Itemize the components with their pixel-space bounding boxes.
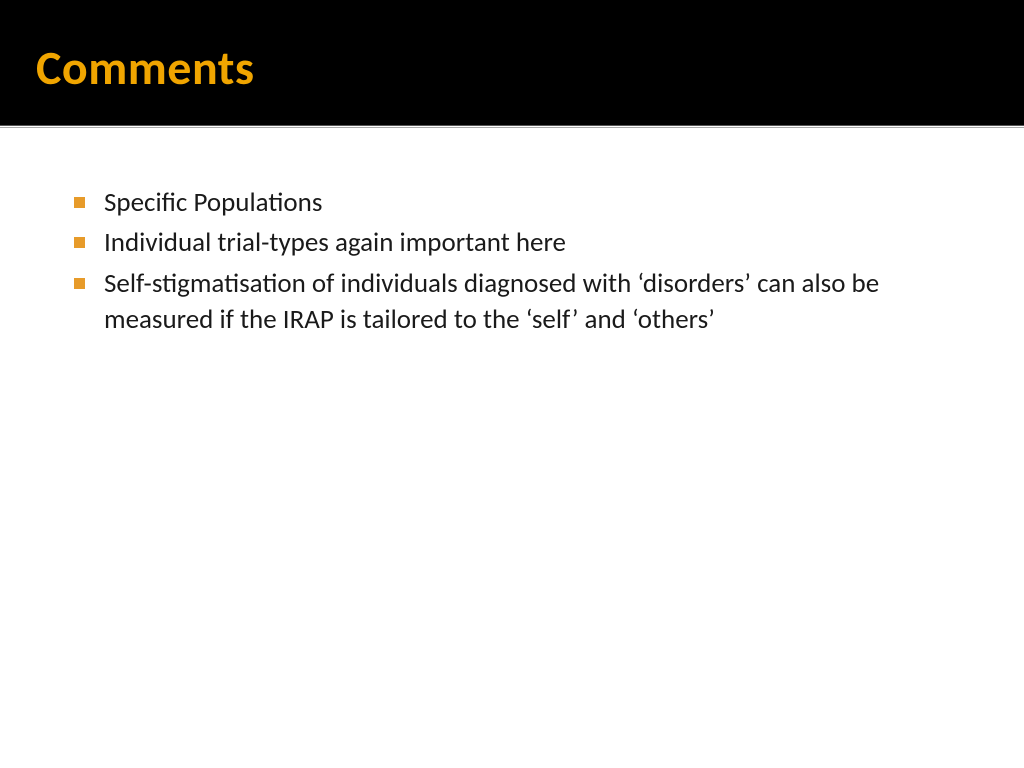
slide-body: Specific Populations Individual trial-ty… [0, 129, 1024, 339]
bullet-list: Specific Populations Individual trial-ty… [70, 185, 954, 339]
bullet-icon [74, 278, 85, 289]
list-item: Specific Populations [70, 185, 954, 221]
slide-title: Comments [36, 38, 988, 97]
list-item-text: Specific Populations [104, 186, 322, 219]
title-divider [0, 125, 1024, 129]
list-item: Individual trial-types again important h… [70, 225, 954, 261]
title-bar: Comments [0, 0, 1024, 125]
slide: Comments Specific Populations Individual… [0, 0, 1024, 768]
list-item-text: Individual trial-types again important h… [104, 226, 566, 259]
bullet-icon [74, 237, 85, 248]
list-item: Self-stigmatisation of individuals diagn… [70, 266, 954, 339]
bullet-icon [74, 197, 85, 208]
list-item-text: Self-stigmatisation of individuals diagn… [104, 267, 879, 336]
